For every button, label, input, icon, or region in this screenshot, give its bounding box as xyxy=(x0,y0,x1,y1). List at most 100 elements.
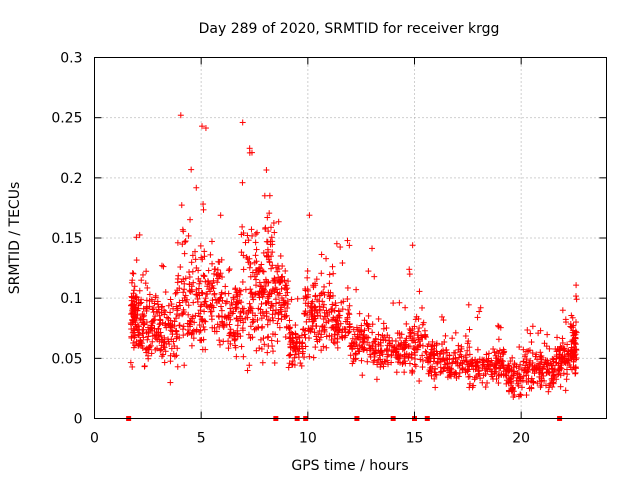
data-point xyxy=(273,300,280,307)
data-point xyxy=(194,295,201,302)
data-point xyxy=(548,376,555,383)
x-tick-labels: 0 5 10 15 20 xyxy=(90,431,530,447)
data-point xyxy=(202,125,209,132)
data-point xyxy=(199,123,206,130)
data-point xyxy=(551,373,558,380)
data-point xyxy=(272,331,279,338)
data-point xyxy=(243,310,250,317)
data-point xyxy=(392,338,399,345)
data-point xyxy=(204,277,211,284)
data-point xyxy=(422,348,429,355)
data-point xyxy=(174,345,181,352)
data-point xyxy=(288,296,295,303)
data-point xyxy=(223,321,230,328)
data-point xyxy=(335,327,342,334)
data-point xyxy=(264,246,271,253)
data-point xyxy=(244,255,251,262)
data-point xyxy=(173,289,180,296)
data-point xyxy=(456,354,463,361)
data-point xyxy=(326,332,333,339)
data-point xyxy=(356,342,363,349)
data-point xyxy=(325,289,332,296)
data-point xyxy=(458,343,465,350)
data-point xyxy=(513,363,520,370)
data-point xyxy=(352,350,359,357)
data-point xyxy=(336,314,343,321)
data-point xyxy=(187,216,194,223)
data-point xyxy=(573,346,580,353)
data-point xyxy=(471,376,478,383)
data-point xyxy=(233,353,240,360)
data-point xyxy=(344,284,351,291)
data-point xyxy=(261,192,268,199)
data-point xyxy=(428,346,435,353)
data-point xyxy=(353,335,360,342)
data-point xyxy=(544,331,551,338)
data-point xyxy=(564,371,571,378)
data-point xyxy=(433,340,440,347)
data-point xyxy=(190,299,197,306)
data-point xyxy=(252,252,259,259)
data-point xyxy=(236,287,243,294)
data-point xyxy=(382,337,389,344)
data-point xyxy=(505,388,512,395)
data-point xyxy=(242,239,249,246)
data-point xyxy=(459,366,466,373)
data-point xyxy=(175,272,182,279)
data-point xyxy=(127,359,134,366)
data-point xyxy=(282,333,289,340)
data-point xyxy=(464,347,471,354)
data-point xyxy=(569,349,576,356)
data-point xyxy=(541,377,548,384)
data-point xyxy=(244,314,251,321)
data-point xyxy=(330,292,337,299)
data-point xyxy=(274,320,281,327)
data-point xyxy=(344,237,351,244)
data-point xyxy=(360,338,367,345)
data-point xyxy=(447,365,454,372)
data-point xyxy=(250,318,257,325)
data-point xyxy=(286,325,293,332)
data-point xyxy=(155,304,162,311)
data-point xyxy=(211,290,218,297)
data-point xyxy=(493,368,500,375)
data-point xyxy=(200,323,207,330)
data-point xyxy=(346,242,353,249)
data-point xyxy=(200,272,207,279)
data-point xyxy=(411,330,418,337)
data-point xyxy=(209,280,216,287)
data-point xyxy=(363,320,370,327)
data-point xyxy=(415,328,422,335)
data-point xyxy=(318,251,325,258)
data-point xyxy=(336,326,343,333)
data-point xyxy=(176,312,183,319)
data-point xyxy=(135,305,142,312)
data-point xyxy=(147,342,154,349)
data-point xyxy=(190,279,197,286)
data-point xyxy=(568,344,575,351)
data-point xyxy=(264,295,271,302)
data-point xyxy=(376,352,383,359)
data-point xyxy=(273,306,280,313)
data-point xyxy=(246,264,253,271)
data-point xyxy=(369,345,376,352)
data-point xyxy=(428,372,435,379)
data-point xyxy=(408,351,415,358)
data-point xyxy=(528,375,535,382)
data-point xyxy=(179,297,186,304)
data-point xyxy=(232,342,239,349)
data-point xyxy=(176,334,183,341)
data-point xyxy=(240,319,247,326)
data-point xyxy=(450,349,457,356)
data-point xyxy=(269,249,276,256)
data-point xyxy=(377,363,384,370)
data-point xyxy=(446,352,453,359)
data-point xyxy=(555,367,562,374)
data-point xyxy=(345,329,352,336)
x-tick-label: 10 xyxy=(299,431,317,447)
data-point xyxy=(313,336,320,343)
data-point xyxy=(276,324,283,331)
data-point xyxy=(330,324,337,331)
data-point xyxy=(274,262,281,269)
data-point xyxy=(138,338,145,345)
